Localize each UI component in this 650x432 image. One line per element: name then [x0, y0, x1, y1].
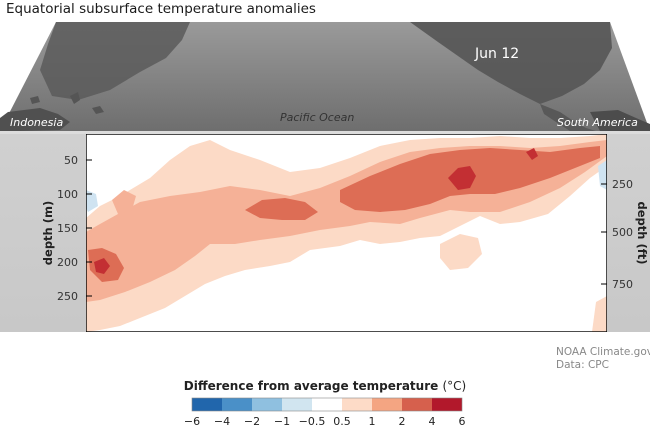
anomaly-contour-1-left: [112, 190, 136, 214]
y-tick-100: 100: [57, 188, 78, 201]
colorbar-swatch-0: [192, 398, 222, 411]
colorbar-tick-0: −6: [184, 415, 200, 428]
y-tick-200: 200: [57, 256, 78, 269]
y-tick-ft-750: 750: [612, 278, 633, 291]
colorbar: −6 −4 −2 −1 −0.5 0.5 1 2 4 6: [184, 397, 466, 428]
colorbar-unit: (°C): [442, 379, 467, 393]
y-axis-label-left: depth (m): [41, 201, 55, 265]
y-tick-250: 250: [57, 290, 78, 303]
colorbar-swatch-2: [252, 398, 282, 411]
region-label-pacific: Pacific Ocean: [280, 111, 354, 124]
map-date-label: Jun 12: [474, 46, 519, 62]
right-side-panel: [607, 134, 650, 332]
y-tick-ft-500: 500: [612, 226, 633, 239]
colorbar-swatch-3: [282, 398, 312, 411]
y-axis-right: [601, 183, 607, 285]
landmass-central-america: [540, 104, 596, 131]
negative-anomaly-west: [86, 190, 98, 212]
y-tick-150: 150: [57, 222, 78, 235]
landmass-north-america: [410, 22, 612, 104]
y-tick-ft-250: 250: [612, 178, 633, 191]
colorbar-swatch-7: [402, 398, 432, 411]
colorbar-tick-6: 1: [369, 415, 376, 428]
colorbar-border: [191, 397, 463, 412]
landmass-asia: [40, 22, 190, 100]
credit-source: NOAA Climate.gov: [556, 346, 650, 358]
colorbar-tick-2: −2: [244, 415, 260, 428]
colorbar-tick-9: 6: [459, 415, 466, 428]
negative-anomaly-east: [598, 160, 607, 190]
landmass-south-america: [590, 110, 650, 131]
colorbar-title: Difference from average temperature (°C): [0, 379, 650, 393]
y-axis-label-right: depth (ft): [635, 202, 649, 265]
anomaly-contour-0-5-patch-2: [592, 296, 607, 332]
colorbar-swatch-6: [372, 398, 402, 411]
chart-title: Equatorial subsurface temperature anomal…: [6, 1, 316, 17]
heatmap-plot: [86, 134, 607, 332]
credit-data: Data: CPC: [556, 359, 609, 371]
colorbar-tick-8: 4: [429, 415, 436, 428]
colorbar-swatch-8: [432, 398, 462, 411]
anomaly-contour-4-left: [94, 258, 110, 274]
y-tick-50: 50: [64, 154, 78, 167]
colorbar-tick-4: −0.5: [299, 415, 326, 428]
anomaly-contour-0-5-patch: [440, 234, 482, 270]
colorbar-swatch-4: [312, 398, 342, 411]
left-side-panel: [0, 134, 86, 332]
landmass-islands: [30, 92, 104, 114]
colorbar-tick-5: 0.5: [333, 415, 351, 428]
colorbar-tick-3: −1: [274, 415, 290, 428]
anomaly-contour-2-west: [245, 198, 318, 220]
colorbar-tick-1: −4: [214, 415, 230, 428]
landmass-indonesia: [0, 108, 70, 131]
colorbar-title-text: Difference from average temperature: [183, 379, 439, 393]
region-label-indonesia: Indonesia: [10, 116, 63, 129]
anomaly-contour-4: [448, 166, 476, 190]
colorbar-swatch-5: [342, 398, 372, 411]
y-axis-left: [86, 159, 92, 297]
anomaly-contour-4-east: [526, 148, 538, 160]
perspective-map: [0, 22, 650, 134]
colorbar-swatch-1: [222, 398, 252, 411]
region-label-south-america: South America: [557, 116, 638, 129]
colorbar-tick-7: 2: [399, 415, 406, 428]
